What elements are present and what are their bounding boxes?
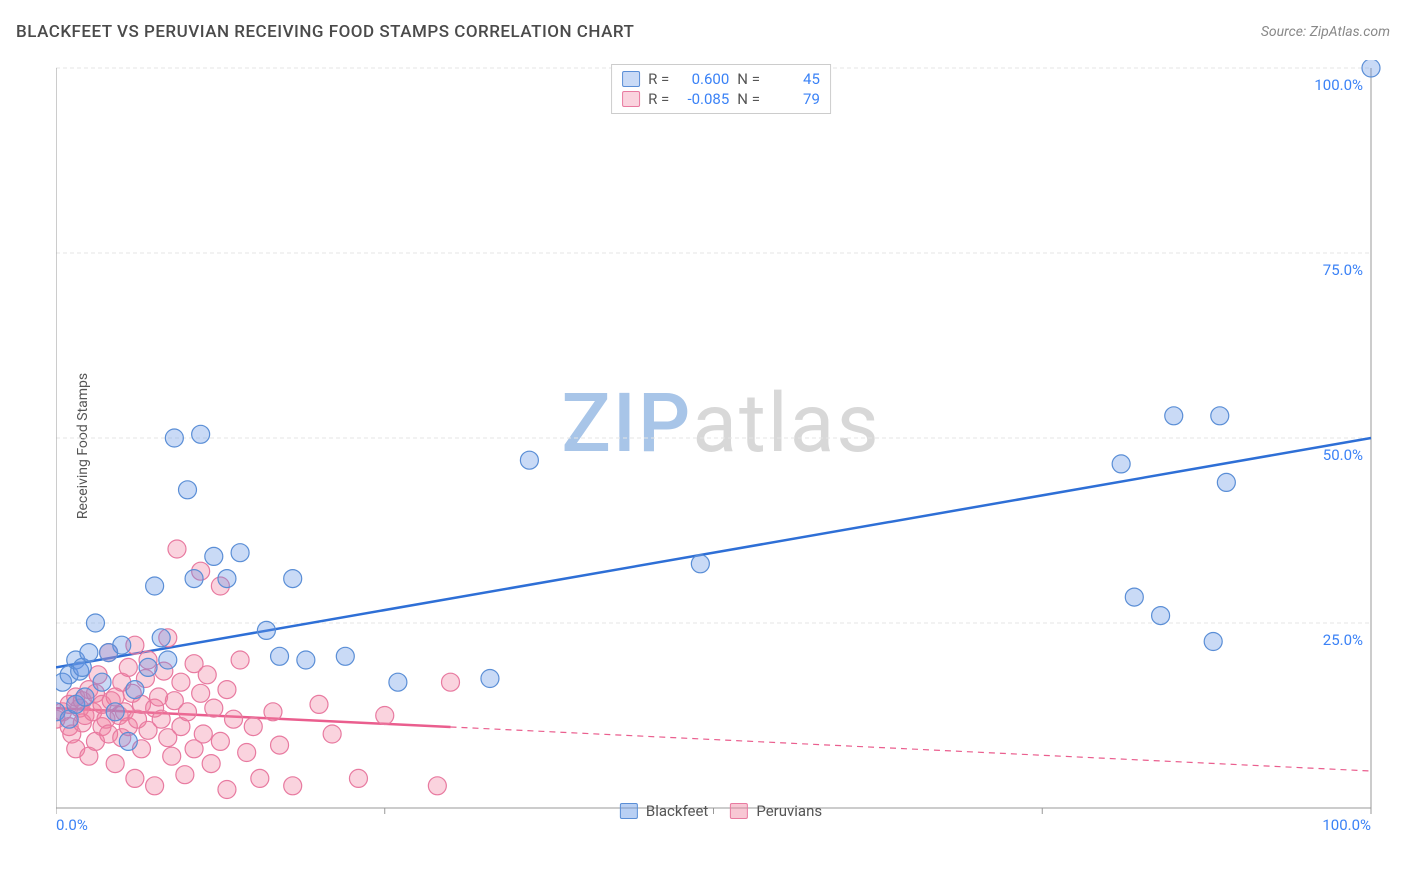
swatch-blackfeet bbox=[622, 71, 640, 87]
series-legend: Blackfeet Peruvians bbox=[620, 802, 822, 820]
chart-title: BLACKFEET VS PERUVIAN RECEIVING FOOD STA… bbox=[16, 22, 634, 42]
svg-text:100.0%: 100.0% bbox=[1322, 816, 1371, 830]
n-label: N = bbox=[737, 70, 760, 88]
svg-text:50.0%: 50.0% bbox=[1323, 446, 1363, 464]
correlation-legend: R = 0.600 N = 45 R = -0.085 N = 79 bbox=[611, 64, 831, 114]
svg-text:75.0%: 75.0% bbox=[1323, 261, 1363, 279]
swatch-blackfeet bbox=[620, 803, 638, 819]
legend-item-blackfeet: Blackfeet bbox=[620, 802, 708, 820]
legend-row-peruvians: R = -0.085 N = 79 bbox=[622, 89, 820, 109]
r-value-peruvians: -0.085 bbox=[677, 90, 729, 108]
r-value-blackfeet: 0.600 bbox=[677, 70, 729, 88]
legend-item-peruvians: Peruvians bbox=[730, 802, 822, 820]
chart-header: BLACKFEET VS PERUVIAN RECEIVING FOOD STA… bbox=[16, 22, 1390, 42]
r-label: R = bbox=[648, 90, 669, 108]
scatter-plot: 25.0% 50.0% 75.0% 100.0% 0.0% 100.0% bbox=[56, 60, 1386, 830]
swatch-peruvians bbox=[730, 803, 748, 819]
legend-row-blackfeet: R = 0.600 N = 45 bbox=[622, 69, 820, 89]
legend-label: Peruvians bbox=[756, 802, 822, 820]
n-label: N = bbox=[737, 90, 760, 108]
svg-text:100.0%: 100.0% bbox=[1314, 76, 1363, 94]
swatch-peruvians bbox=[622, 91, 640, 107]
r-label: R = bbox=[648, 70, 669, 88]
source-label: Source: ZipAtlas.com bbox=[1261, 24, 1390, 40]
svg-text:25.0%: 25.0% bbox=[1323, 631, 1363, 649]
legend-label: Blackfeet bbox=[646, 802, 708, 820]
chart-area: ZIPatlas 25.0%50.0%75.0%100.0%0.0%100.0%… bbox=[56, 60, 1386, 830]
n-value-peruvians: 79 bbox=[768, 90, 820, 108]
svg-text:0.0%: 0.0% bbox=[56, 816, 88, 830]
n-value-blackfeet: 45 bbox=[768, 70, 820, 88]
